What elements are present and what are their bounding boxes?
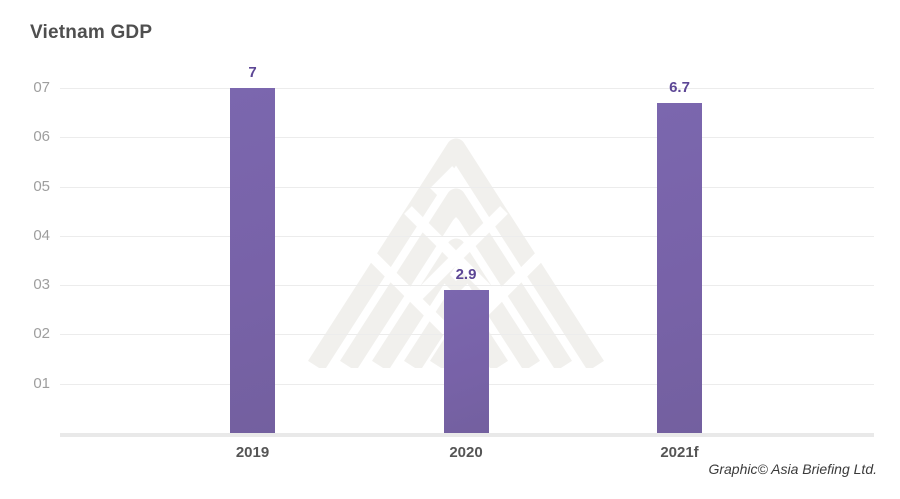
gridline <box>60 285 874 286</box>
y-axis-tick-label: 04 <box>33 227 50 244</box>
bar-2021f <box>657 103 702 433</box>
bar-value-label: 2.9 <box>455 266 477 283</box>
gridline <box>60 137 874 138</box>
y-axis-tick-label: 05 <box>33 178 50 195</box>
bar-value-label: 7 <box>248 64 257 81</box>
y-axis-tick-label: 06 <box>33 128 50 145</box>
chart-title: Vietnam GDP <box>30 22 153 43</box>
gridline <box>60 88 874 89</box>
x-axis-tick-label: 2020 <box>449 444 483 461</box>
gridline <box>60 236 874 237</box>
bar-value-label: 6.7 <box>669 79 690 96</box>
y-axis-tick-label: 01 <box>33 375 50 392</box>
y-axis-tick-label: 03 <box>33 276 50 293</box>
y-axis-tick-label: 02 <box>33 325 50 342</box>
x-axis-tick-label: 2019 <box>235 444 270 461</box>
credit-text: Graphic© Asia Briefing Ltd. <box>708 461 877 477</box>
y-axis-tick-label: 07 <box>33 79 50 96</box>
x-axis-tick-label: 2021f <box>660 444 699 461</box>
bar-2020 <box>443 290 489 433</box>
bar-2019 <box>230 88 275 433</box>
gridline <box>60 187 874 188</box>
x-axis-line <box>60 433 874 437</box>
